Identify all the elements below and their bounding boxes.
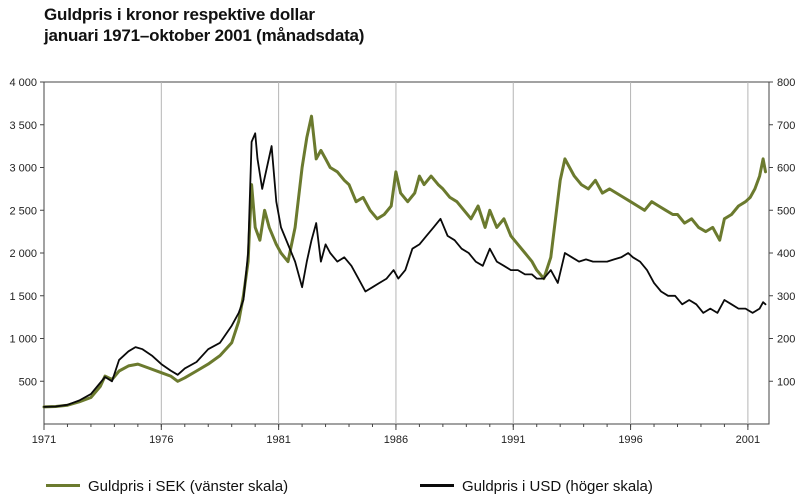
- right-tick-label: 500: [777, 205, 795, 217]
- left-tick-label: 1 000: [9, 334, 37, 346]
- right-tick-label: 300: [777, 291, 795, 303]
- title-line-2: januari 1971–oktober 2001 (månadsdata): [44, 26, 365, 45]
- right-tick-label: 700: [777, 120, 795, 132]
- title-line-1: Guldpris i kronor respektive dollar: [44, 5, 315, 24]
- series-line-usd: [43, 132, 767, 408]
- left-tick-label: 3 000: [9, 163, 37, 175]
- legend-label-usd: Guldpris i USD (höger skala): [462, 478, 653, 495]
- x-tick-label: 1981: [266, 434, 290, 446]
- left-tick-label: 1 500: [9, 291, 37, 303]
- right-tick-label: 100: [777, 376, 795, 388]
- left-tick-label: 500: [19, 376, 37, 388]
- legend-swatch-usd: [420, 483, 454, 487]
- legend-label-sek: Guldpris i SEK (vänster skala): [88, 478, 289, 495]
- left-tick-label: 2 500: [9, 205, 37, 217]
- right-tick-label: 200: [777, 334, 795, 346]
- plot-frame: [43, 81, 770, 425]
- legend-item-usd: Guldpris i USD (höger skala): [420, 478, 653, 495]
- legend-item-sek: Guldpris i SEK (vänster skala): [46, 478, 288, 495]
- x-tick-label: 2001: [736, 434, 760, 446]
- chart-title: Guldpris i kronor respektive dollar janu…: [44, 4, 364, 46]
- right-tick-label: 800: [777, 77, 795, 89]
- x-tick-label: 1986: [384, 434, 408, 446]
- series-line-sek: [42, 114, 767, 409]
- left-tick-label: 4 000: [9, 77, 37, 89]
- left-tick-label: 3 500: [9, 120, 37, 132]
- right-tick-label: 600: [777, 163, 795, 175]
- x-tick-label: 1991: [501, 434, 525, 446]
- x-tick-label: 1976: [149, 434, 173, 446]
- left-tick-label: 2 000: [9, 248, 37, 260]
- x-tick-label: 1971: [32, 434, 56, 446]
- right-tick-label: 400: [777, 248, 795, 260]
- x-tick-label: 1996: [618, 434, 642, 446]
- legend-swatch-sek: [46, 483, 80, 487]
